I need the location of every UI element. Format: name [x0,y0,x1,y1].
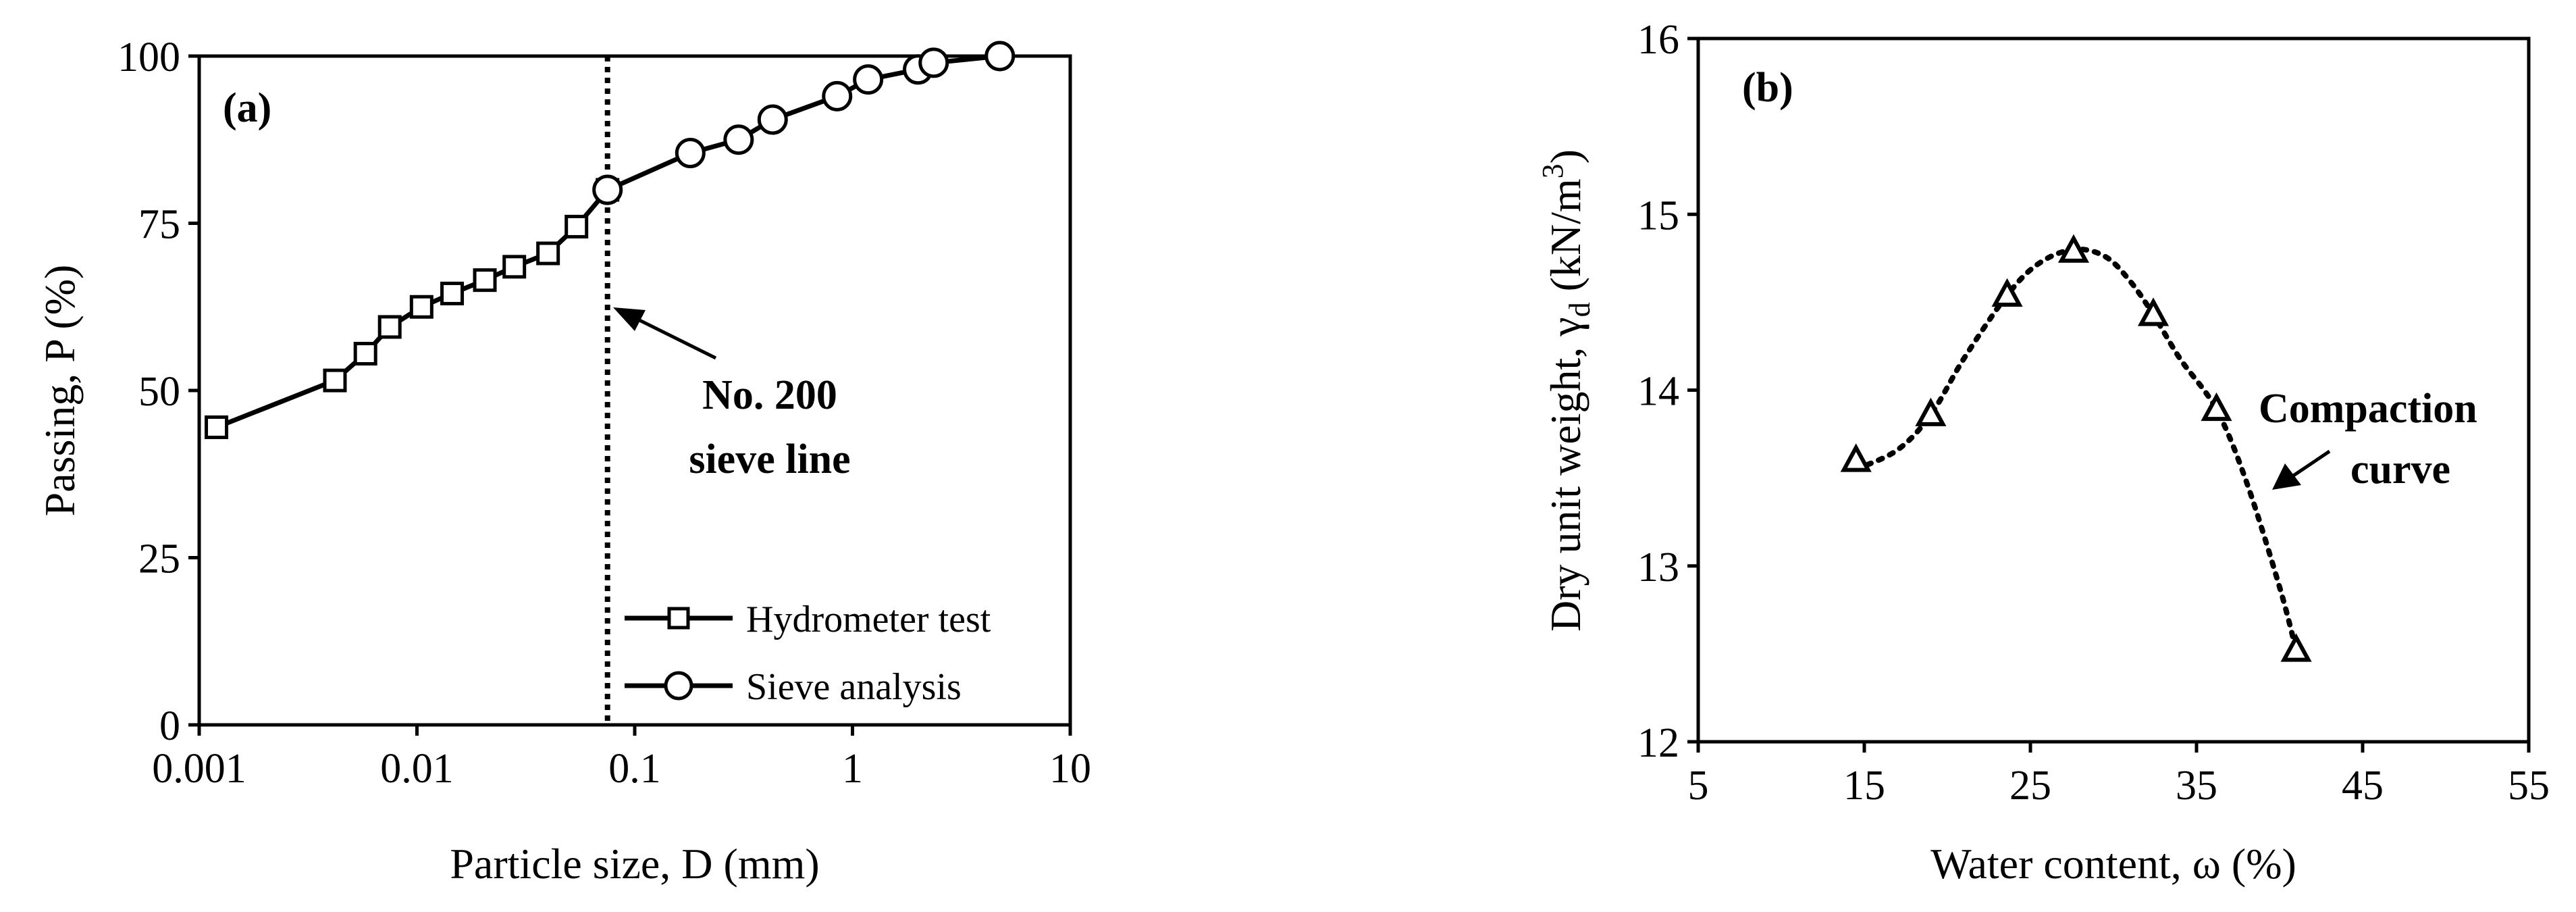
sieve-line-annotation-arrow-line [630,314,717,360]
hydrometer-data-point [205,415,229,439]
legend-sieve-marker [664,671,693,701]
compaction-data-point [2057,234,2090,263]
panel-b-y-tick-label: 13 [1637,544,1679,590]
sieve-data-point [984,41,1016,72]
sieve-line-annotation-line2: sieve line [689,436,850,482]
compaction-curve-annotation-arrow-line [2291,449,2331,478]
panel-a-x-tick-label: 0.01 [380,746,454,792]
panel-a-series-layer [205,41,1016,439]
panel-a-y-tick-label: 100 [117,34,180,80]
hydrometer-data-point [536,241,560,265]
panel-a-x-tick-label: 10 [1049,746,1091,792]
legend-hydrometer-label: Hydrometer test [746,599,991,640]
hydrometer-data-point [409,295,433,319]
compaction-data-point [1840,443,1872,472]
sieve-data-point [853,64,884,95]
panel-a-x-tick-label: 1 [842,746,863,792]
hydrometer-data-point [440,281,465,305]
panel-a-y-tick-label: 50 [138,369,180,415]
panel-a-y-axis-title: Passing, P (%) [36,265,84,517]
panel-b-y-axis-title: Dry unit weight, γd (kN/m3) [1536,149,1596,632]
panel-b-y-tick-label: 14 [1637,369,1679,415]
compaction-curve-annotation-arrow-head [2272,463,2301,490]
hydrometer-data-point [353,342,377,366]
sieve-data-point [592,174,623,205]
hydrometer-data-point [564,214,589,238]
hydrometer-data-point [473,268,497,293]
hydrometer-data-point [502,255,527,279]
sieve-data-point [723,124,754,155]
panel-b-x-tick-label: 15 [1843,763,1885,809]
panel-a-y-tick-label: 75 [138,202,180,248]
panel-a-y-tick-label: 25 [138,536,180,582]
panel-b-compaction-chart: 5 15 25 35 45 55 12 13 14 15 16 (b) Compaction cur… [1536,17,2550,888]
compaction-data-point [2280,633,2312,662]
compaction-data-point [1915,397,1947,426]
panel-a-label: (a) [223,85,271,131]
panel-a-series-line-sieve [606,53,1001,193]
hydrometer-data-point [377,315,402,339]
panel-b-x-tick-label: 5 [1688,763,1709,809]
hydrometer-data-point [323,368,347,392]
panel-b-x-tick-label: 35 [2176,763,2217,809]
sieve-line-annotation-line1: No. 200 [702,372,837,418]
panel-b-y-tick-label: 15 [1637,193,1679,238]
sieve-line-annotation-arrow-head [613,307,646,331]
compaction-data-point [1991,278,2023,307]
panel-b-y-tick-label: 16 [1637,17,1679,63]
compaction-fit-curve [1853,246,2299,653]
legend-hydrometer-marker [667,607,690,630]
panel-b-label: (b) [1742,65,1793,111]
panel-b-x-tick-label: 45 [2342,763,2384,809]
compaction-curve-annotation-line2: curve [2350,447,2450,492]
panel-b-y-tick-label: 12 [1637,720,1679,766]
panel-a-x-axis-title: Particle size, D (mm) [450,840,819,888]
compaction-data-point [2137,297,2170,326]
sieve-data-point [918,47,949,78]
sieve-data-point [675,138,706,169]
panel-a-legend: Hydrometer test Sieve analysis [625,599,991,708]
sieve-data-point [757,104,788,135]
compaction-data-point [2201,392,2232,422]
panel-a-y-tick-label: 0 [159,703,180,749]
panel-b-series-layer [1840,234,2312,662]
legend-sieve-label: Sieve analysis [746,666,962,708]
sieve-data-point [822,80,853,111]
panel-a-x-tick-label: 0.1 [608,746,661,792]
panel-b-x-axis-title: Water content, ω (%) [1930,840,2296,888]
panel-b-x-tick-label: 55 [2508,763,2550,809]
panel-b-x-tick-label: 25 [2009,763,2051,809]
compaction-curve-annotation-line1: Compaction [2259,386,2477,432]
panel-a-x-tick-label: 0.001 [152,746,246,792]
panel-b-axis-ticks: 5 15 25 35 45 55 12 13 14 15 16 [1637,17,2550,809]
